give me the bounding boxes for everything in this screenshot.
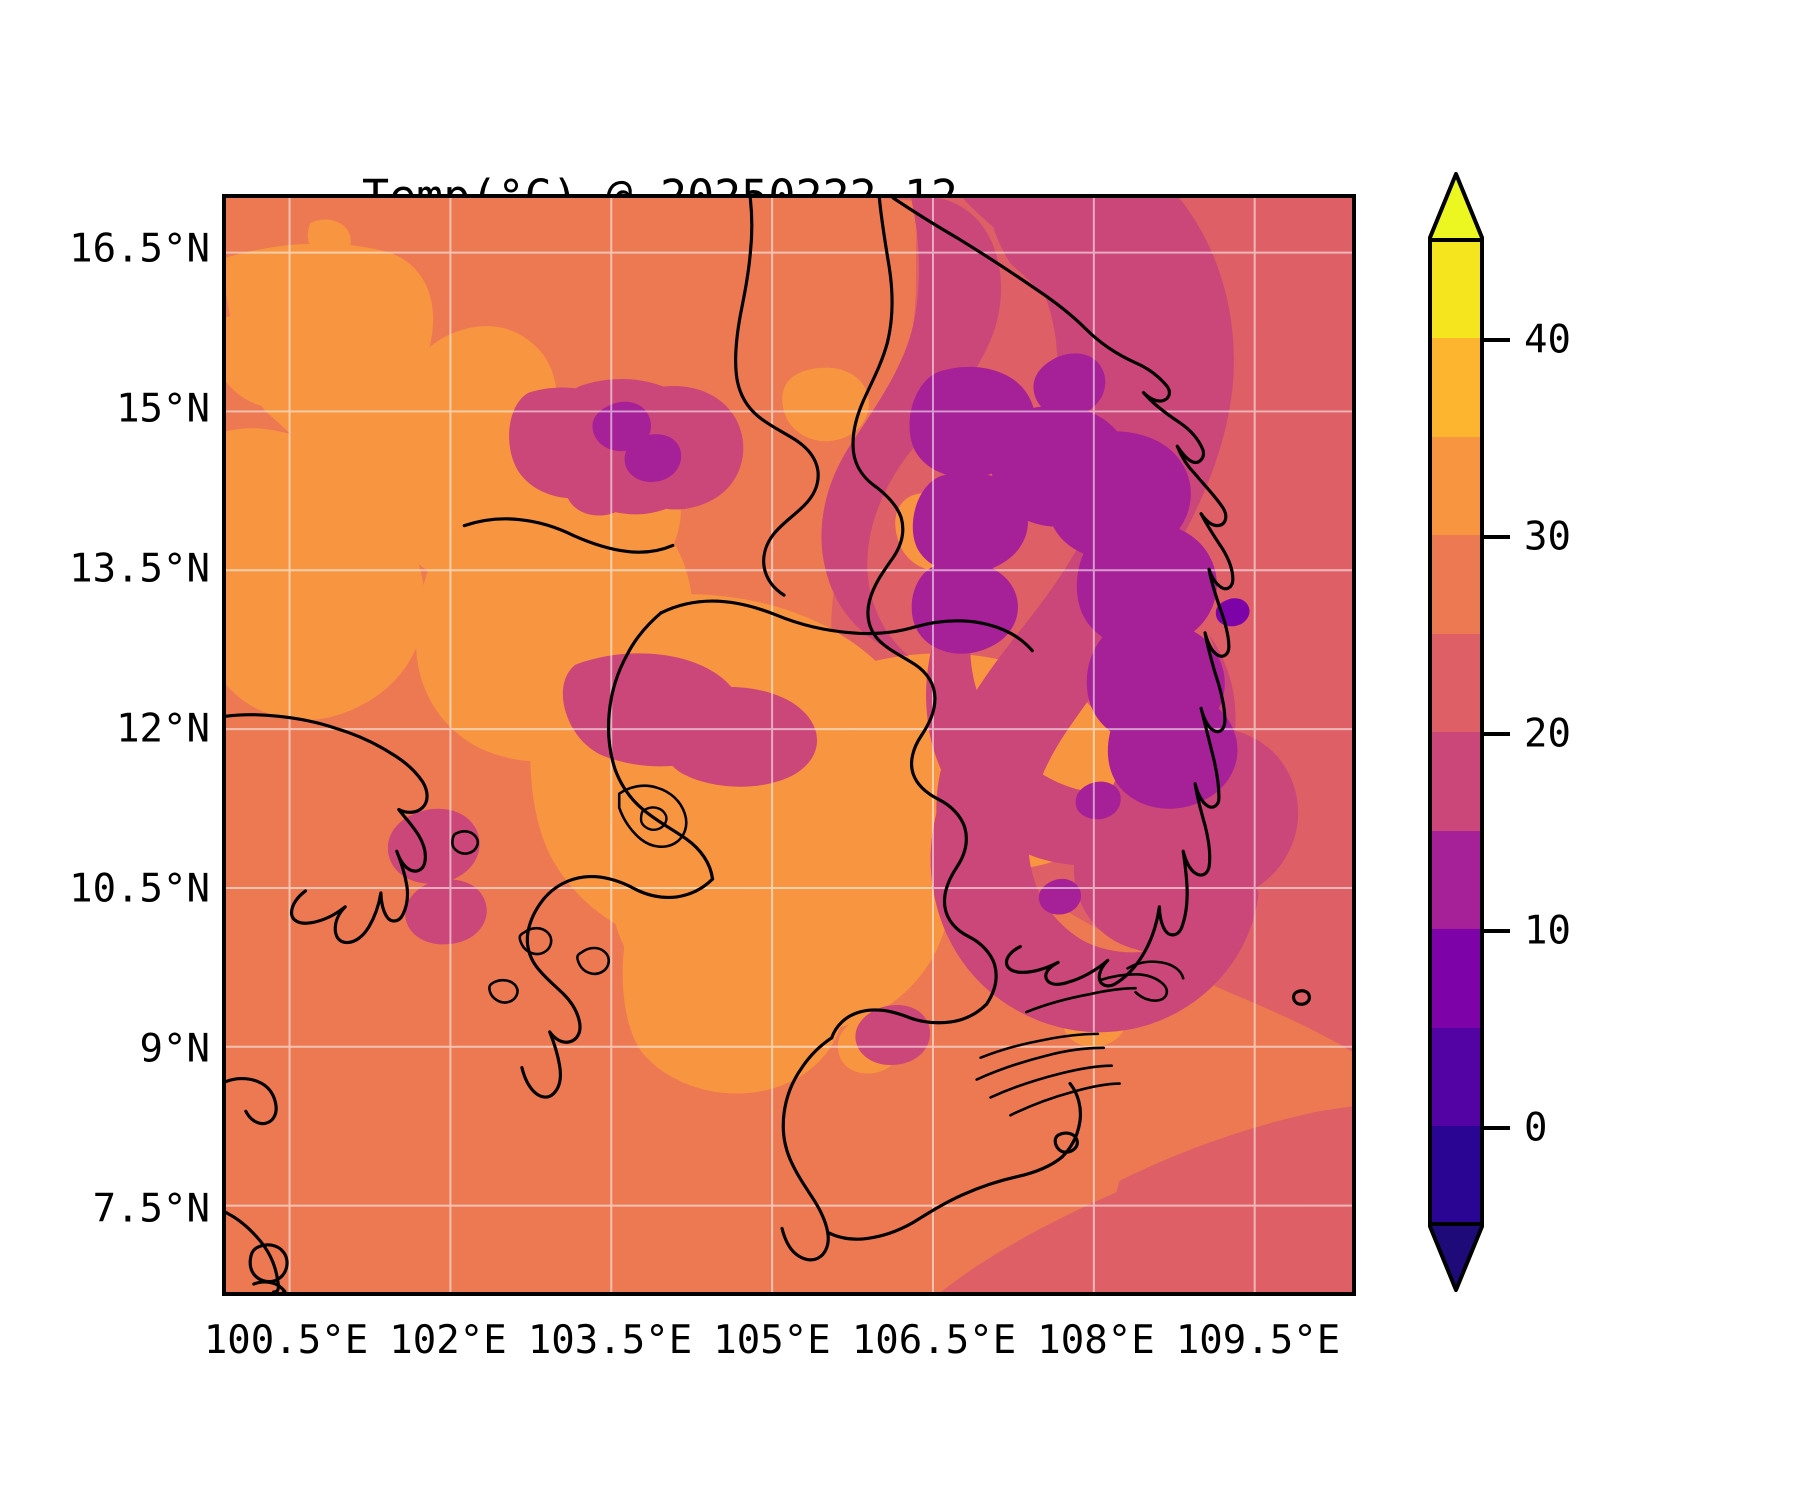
colorbar-tick-label: 30 (1524, 514, 1571, 560)
x-tick-label: 106.5°E (851, 1318, 1017, 1363)
map-gridlines (226, 198, 1352, 1292)
coastline-and-borders (226, 198, 1311, 1292)
colorbar-band-40-45 (1428, 240, 1484, 339)
y-tick-label: 9°N (139, 1026, 210, 1072)
x-tick-label: 102°E (389, 1318, 507, 1363)
x-tick-label: 100.5°E (203, 1318, 369, 1363)
colorbar-band-30-35 (1428, 437, 1484, 536)
colorbar[interactable]: 40 30 20 10 0 (1428, 172, 1571, 1292)
colorbar-over-arrow (1428, 172, 1484, 242)
temperature-contour-svg (226, 198, 1352, 1292)
colorbar-tick-20 (1484, 732, 1510, 736)
colorbar-band-35-40 (1428, 338, 1484, 438)
colorbar-tick-label: 40 (1524, 317, 1571, 363)
map-contour-field (226, 198, 1352, 1292)
y-tick-label: 12°N (116, 706, 210, 752)
colorbar-tick-40 (1484, 338, 1510, 342)
colorbar-bands (1428, 240, 1484, 1225)
y-tick-label: 7.5°N (92, 1186, 210, 1232)
colorbar-band-15-20 (1428, 732, 1484, 832)
colorbar-tick-label: 10 (1524, 908, 1571, 954)
colorbar-band-10-15 (1428, 831, 1484, 930)
colorbar-band-20-25 (1428, 634, 1484, 733)
colorbar-tick-label: 20 (1524, 711, 1571, 757)
colorbar-tick-0 (1484, 1126, 1510, 1130)
x-tick-label: 109.5°E (1175, 1318, 1341, 1363)
colorbar-band-minus5-0 (1428, 1126, 1484, 1225)
map-axes (222, 194, 1356, 1296)
y-tick-label: 16.5°N (69, 226, 210, 272)
y-tick-label: 15°N (116, 386, 210, 432)
colorbar-tick-10 (1484, 929, 1510, 933)
y-tick-label: 13.5°N (69, 546, 210, 592)
colorbar-tick-30 (1484, 535, 1510, 539)
x-tick-label: 108°E (1037, 1318, 1155, 1363)
x-tick-label: 105°E (713, 1318, 831, 1363)
colorbar-band-0-5 (1428, 1028, 1484, 1127)
colorbar-tick-label: 0 (1524, 1105, 1548, 1151)
x-tick-label: 103.5°E (527, 1318, 693, 1363)
colorbar-under-arrow (1428, 1222, 1484, 1292)
colorbar-band-5-10 (1428, 929, 1484, 1029)
colorbar-band-25-30 (1428, 535, 1484, 635)
y-tick-label: 10.5°N (69, 866, 210, 912)
